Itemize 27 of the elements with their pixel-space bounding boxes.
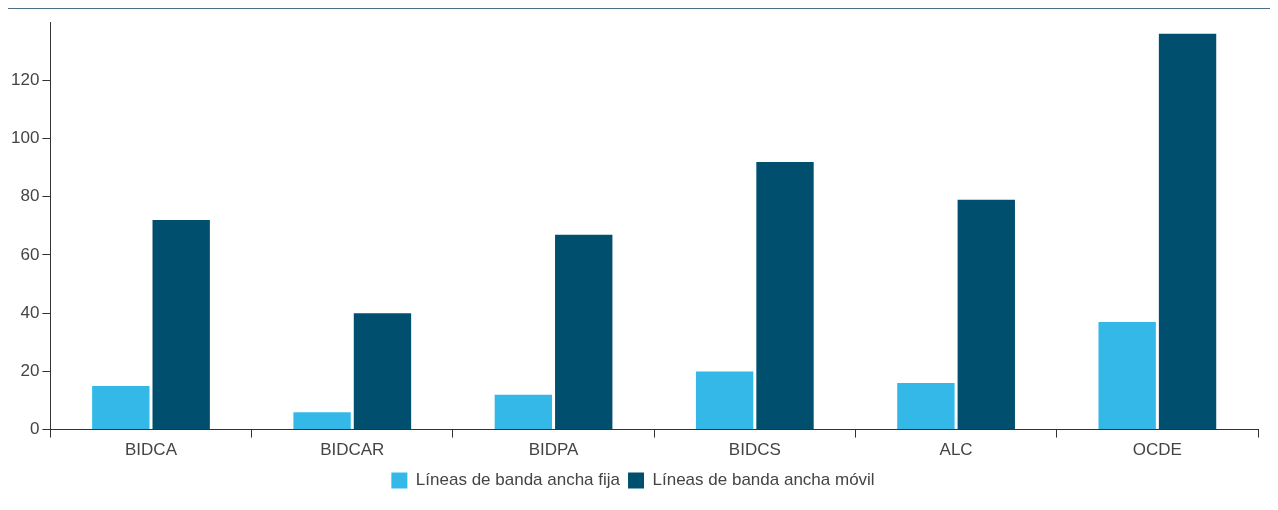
bar [957, 199, 1015, 430]
bar [152, 220, 210, 430]
bar [494, 394, 553, 430]
x-tick-label: ALC [939, 440, 973, 460]
y-tick-label: 20 [20, 361, 40, 381]
x-tick-label: BIDCS [728, 440, 781, 460]
bar [897, 383, 955, 430]
bar [353, 313, 412, 430]
bar [1098, 321, 1156, 430]
bar [756, 161, 814, 430]
legend-label: Líneas de banda ancha fija [415, 470, 621, 490]
legend-label: Líneas de banda ancha móvil [652, 470, 875, 490]
x-tick-label: BIDCA [125, 440, 178, 460]
y-tick-label: 100 [10, 128, 40, 148]
y-tick-label: 0 [29, 419, 40, 439]
y-tick-label: 80 [20, 186, 40, 206]
y-tick-label: 40 [20, 302, 40, 322]
y-tick-label: 120 [10, 70, 40, 90]
y-tick-label: 60 [20, 244, 40, 264]
bar [92, 385, 150, 430]
x-tick-label: BIDPA [528, 440, 580, 460]
bar [555, 234, 613, 430]
bar [695, 371, 754, 430]
bar [1158, 33, 1217, 430]
x-tick-label: OCDE [1132, 440, 1182, 460]
x-tick-label: BIDCAR [320, 440, 385, 460]
bar [293, 412, 351, 430]
